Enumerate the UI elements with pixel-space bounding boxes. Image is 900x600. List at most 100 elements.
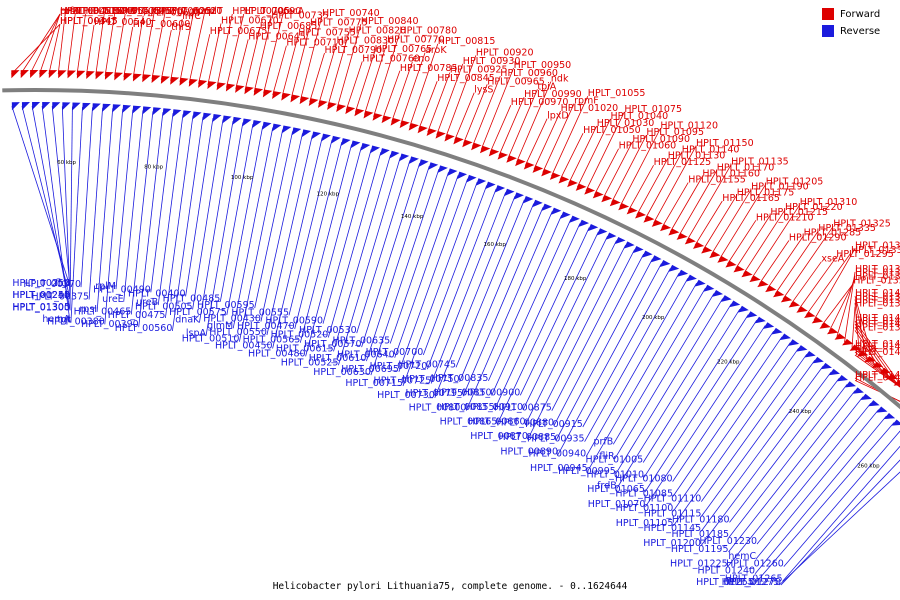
forward-gene-arrow	[558, 176, 570, 184]
forward-gene-arrow	[170, 76, 180, 85]
label-connector	[398, 178, 468, 372]
forward-gene-arrow	[804, 311, 816, 319]
gene-label: HPLT_01140	[682, 144, 740, 155]
forward-gene-arrow	[408, 122, 419, 131]
forward-gene-arrow	[207, 81, 217, 90]
gene-label: HPLT_00740	[322, 8, 380, 19]
legend-reverse-label: Reverse	[840, 25, 881, 37]
forward-gene-arrow	[506, 155, 517, 163]
gene-label: HPLT_00245	[12, 290, 70, 301]
label-connector	[104, 108, 124, 325]
gene-label: HPLT_00965	[487, 76, 545, 87]
gene-feature-arrows	[11, 70, 900, 433]
label-connector	[844, 271, 856, 343]
gene-label: HPLT_00375	[31, 292, 89, 303]
gene-label: HPLT_01200	[643, 538, 701, 549]
reverse-gene-arrow	[466, 174, 477, 183]
label-connector	[782, 445, 900, 582]
reverse-gene-arrow	[787, 339, 800, 346]
label-connector	[516, 81, 552, 163]
label-connector	[836, 275, 856, 337]
label-connector	[142, 13, 155, 79]
gene-label: HPLT_00590	[265, 316, 323, 327]
gene-label: lpxD	[547, 111, 569, 122]
gene-label: HPLT_01330	[851, 245, 900, 256]
forward-gene-arrow	[575, 183, 587, 191]
scale-label: 160 kbp	[484, 242, 507, 248]
label-connector	[336, 23, 362, 109]
reverse-gene-arrow	[720, 295, 732, 303]
gene-labels: HPLT_00345HPLT_00425prfArpsTHPLT_00445HP…	[12, 6, 900, 588]
gene-label: HPLT_01190	[751, 182, 809, 193]
gene-label: HPLT_01350	[853, 276, 900, 287]
forward-gene-arrow	[692, 241, 705, 249]
gene-label: HPLT_00725	[374, 376, 432, 387]
gene-label: HPLT_00540	[94, 17, 152, 28]
gene-label: glmM	[207, 320, 233, 331]
gene-label: HPLT_00795	[405, 388, 463, 399]
genome-caption: Helicobacter pylori Lithuania75, complet…	[272, 581, 628, 592]
gene-label: HPLT_00615	[276, 343, 334, 354]
reverse-gene-arrow	[614, 236, 626, 245]
forward-gene-arrow	[216, 82, 226, 91]
reverse-gene-arrow	[272, 123, 282, 132]
forward-gene-arrow	[363, 110, 374, 119]
gene-label: HPLT_01080	[615, 474, 673, 485]
reverse-gene-arrow	[42, 102, 51, 111]
forward-gene-arrow	[39, 70, 48, 79]
gene-label: HPLT_00400	[128, 288, 186, 299]
gene-label: HPLT_00530	[299, 325, 357, 336]
gene-label: HPLT_00640	[337, 350, 395, 361]
gene-label: HPLT_01250	[12, 290, 70, 301]
reverse-gene-arrow	[852, 387, 864, 394]
gene-label: HPLT_00675	[210, 26, 268, 37]
gene-label: tpiA	[537, 81, 556, 92]
gene-label: dnaK	[175, 315, 200, 326]
gene-label: HPLT_01090	[632, 134, 690, 145]
reverse-gene-arrow	[437, 165, 448, 173]
label-connector	[611, 134, 647, 203]
legend-forward: Forward	[822, 8, 892, 20]
label-connector	[260, 133, 303, 322]
gene-label: thrS	[171, 22, 191, 33]
forward-gene-arrow	[372, 113, 383, 121]
gene-label: HPLT_01180	[672, 514, 730, 525]
label-connector	[672, 336, 783, 497]
label-connector	[728, 390, 856, 553]
gene-label: HPLT_00945	[530, 463, 588, 474]
reverse-gene-arrow	[152, 107, 162, 116]
gene-label: HPLT_01240	[697, 566, 755, 577]
reverse-gene-arrow	[771, 327, 783, 335]
label-connector	[686, 164, 732, 242]
label-connector	[766, 235, 804, 290]
gene-label: HPLT_01030	[597, 118, 655, 129]
gene-label: HPLT_01450	[855, 342, 900, 353]
label-connector	[39, 13, 61, 75]
label-connector	[244, 28, 261, 91]
gene-label: HPLT_01265	[725, 573, 783, 584]
gene-label: HPLT_01480	[855, 370, 900, 381]
label-connector	[459, 203, 535, 382]
forward-gene-arrow	[749, 275, 761, 283]
reverse-gene-arrow	[883, 412, 896, 420]
scale-label: 260 kbp	[857, 463, 880, 469]
forward-gene-arrow	[381, 115, 392, 124]
forward-gene-arrow	[179, 77, 189, 86]
label-connector	[104, 13, 115, 76]
label-connector	[488, 215, 562, 382]
label-connector	[463, 84, 488, 144]
forward-gene-arrow	[426, 128, 437, 136]
gene-label: HPLT_01470	[855, 339, 900, 350]
forward-gene-arrow	[281, 92, 291, 101]
gene-label: HPLT_00875	[494, 403, 552, 414]
gene-label: rpsT	[60, 6, 81, 17]
forward-gene-arrow	[317, 100, 328, 108]
label-connector	[854, 302, 860, 354]
label-connector	[718, 184, 767, 260]
gene-label: HPLT_01095	[646, 127, 704, 138]
gene-label: HPLT_00505	[135, 302, 193, 313]
gene-label: HPLT_00915	[525, 419, 583, 430]
gene-label: HPLT_01040	[611, 111, 669, 122]
gene-label: HPLT_00820	[349, 26, 407, 37]
label-connector	[61, 106, 71, 299]
